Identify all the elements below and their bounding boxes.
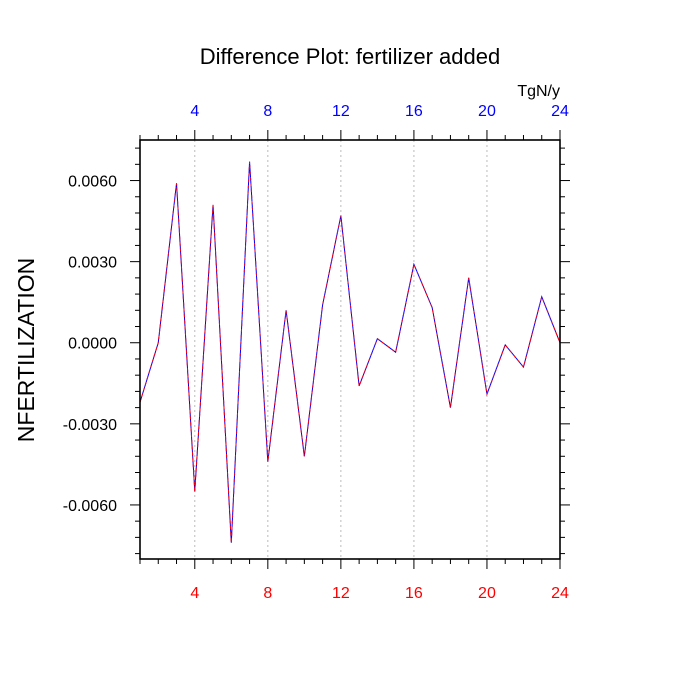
data-point-0-2 (176, 183, 177, 184)
x-tick-label-bottom-20: 20 (478, 585, 496, 602)
y-tick-label-0: 0.0060 (68, 174, 117, 191)
x-tick-label-bottom-16: 16 (405, 585, 423, 602)
data-point-0-14 (395, 352, 396, 353)
data-point-0-11 (340, 215, 341, 216)
data-point-0-17 (450, 407, 451, 408)
x-tick-label-top-12: 12 (332, 103, 350, 120)
data-point-0-15 (413, 264, 414, 265)
x-tick-label-top-4: 4 (190, 103, 199, 120)
x-tick-label-bottom-8: 8 (263, 585, 272, 602)
data-point-0-4 (212, 204, 213, 205)
data-point-0-12 (359, 385, 360, 386)
top-axis-unit-label: TgN/y (517, 83, 560, 100)
data-point-0-18 (468, 277, 469, 278)
data-point-0-21 (523, 366, 524, 367)
data-point-0-16 (432, 307, 433, 308)
x-tick-label-bottom-24: 24 (551, 585, 569, 602)
data-point-0-8 (285, 310, 286, 311)
data-point-0-3 (194, 491, 195, 492)
x-tick-label-top-24: 24 (551, 103, 569, 120)
y-axis-label: NFERTILIZATION (13, 258, 39, 442)
data-point-0-10 (322, 304, 323, 305)
data-point-0-13 (377, 338, 378, 339)
data-point-0-20 (505, 344, 506, 345)
y-tick-label-1: 0.0030 (68, 255, 117, 272)
data-point-0-5 (231, 542, 232, 543)
tick-labels: 4 4 8 8 12 12 16 16 20 20 24 24 0.0060 0.0030 0.0000 -0… (63, 103, 569, 602)
y-tick-label-3: -0.0030 (63, 417, 117, 434)
data-point-0-1 (158, 342, 159, 343)
data-point-0-19 (486, 394, 487, 395)
data-point-0-7 (267, 461, 268, 462)
plot-frame (139, 139, 561, 560)
chart-title: Difference Plot: fertilizer added (200, 44, 500, 69)
data-point-0-9 (304, 456, 305, 457)
y-tick-label-4: -0.0060 (63, 498, 117, 515)
y-tick-label-2: 0.0000 (68, 336, 117, 353)
data-point-0-6 (249, 161, 250, 162)
ticks (130, 130, 570, 569)
x-tick-label-top-8: 8 (263, 103, 272, 120)
x-tick-label-top-16: 16 (405, 103, 423, 120)
x-tick-label-bottom-4: 4 (190, 585, 199, 602)
x-tick-label-bottom-12: 12 (332, 585, 350, 602)
x-tick-label-top-20: 20 (478, 103, 496, 120)
series (139, 161, 561, 543)
series-line-0-secondary (139, 161, 561, 543)
data-point-0-22 (541, 296, 542, 297)
